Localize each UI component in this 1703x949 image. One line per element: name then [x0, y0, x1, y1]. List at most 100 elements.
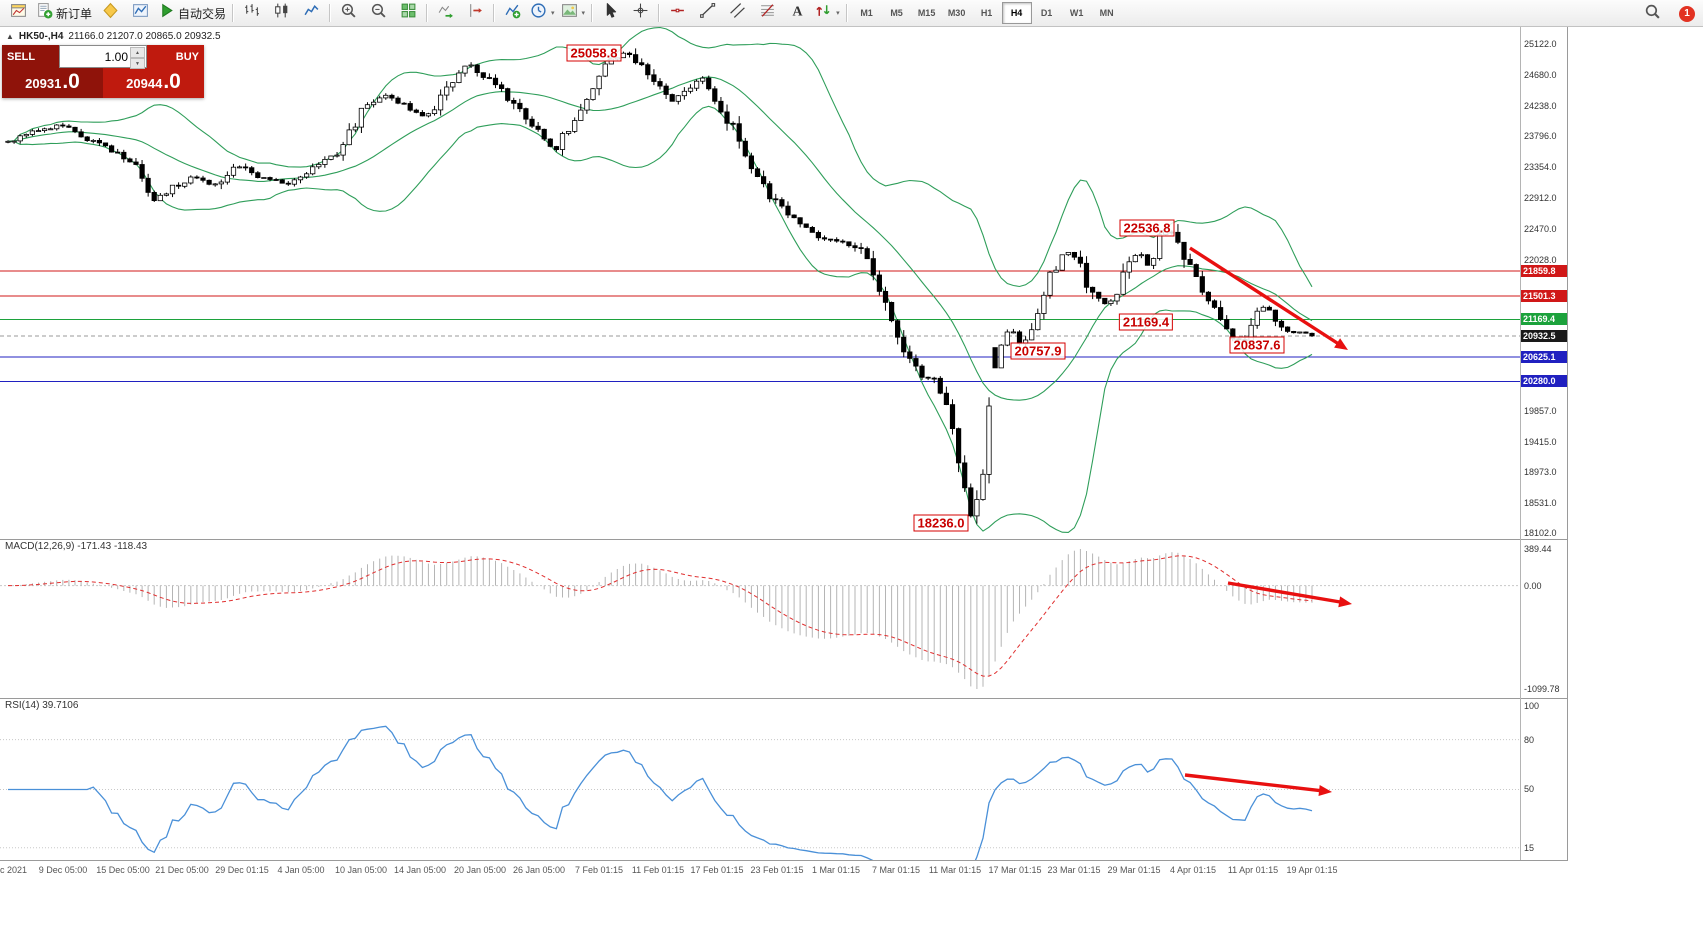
time-axis[interactable]: 3 Dec 2021 9 Dec 05:00 15 Dec 05:00 21 Dec … [0, 860, 1568, 881]
price-axis-label: 25122.0 [1524, 39, 1557, 49]
timeframe-m30-button[interactable]: M30 [947, 8, 966, 18]
auto-scroll-button[interactable] [430, 1, 460, 25]
timeframe-d1-button[interactable]: D1 [1040, 8, 1053, 18]
chart-window-icon [10, 2, 27, 24]
price-annotation[interactable]: 18236.0 [913, 514, 969, 532]
channel-button[interactable] [722, 1, 752, 25]
price-annotation[interactable]: 25058.8 [566, 44, 622, 62]
time-axis-label: 9 Dec 05:00 [38, 865, 88, 875]
timeframe-m1-button[interactable]: M1 [860, 8, 873, 18]
new-order-button-label: 新订单 [56, 6, 93, 21]
linechart-icon [303, 2, 320, 24]
trend-arrow-rsi[interactable] [1184, 773, 1332, 796]
price-axis-label: 24680.0 [1524, 70, 1557, 80]
sell-price-frac: .0 [62, 70, 80, 93]
trend-arrow-main[interactable] [1189, 246, 1348, 350]
notification-badge[interactable]: 1 [1679, 5, 1695, 22]
macd-axis-label: -1099.78 [1524, 684, 1560, 694]
buy-price[interactable]: 20944.0 [103, 68, 204, 98]
toolbar-separator [658, 4, 660, 22]
time-axis-label: 11 Feb 01:15 [631, 865, 685, 875]
bar-chart-button[interactable] [236, 1, 266, 25]
crosshair-button[interactable] [625, 1, 655, 25]
volume-decrease-button[interactable]: ▼ [130, 58, 145, 69]
candlestick-chart-button[interactable] [266, 1, 296, 25]
price-axis[interactable]: 25122.0 24680.0 24238.0 23796.0 23354.0 22912… [1520, 27, 1568, 860]
timeframe-m5-button[interactable]: M5 [890, 8, 903, 18]
market-watch-button[interactable] [125, 1, 155, 25]
svg-text:A: A [792, 3, 802, 18]
trendline-button[interactable] [692, 1, 722, 25]
price-axis-label: 18102.0 [1524, 528, 1557, 538]
dropdown-caret-icon: ▾ [581, 10, 586, 17]
periods-button[interactable]: ▾ [527, 1, 558, 25]
new-chart-button[interactable] [3, 1, 33, 25]
price-axis-label: 23354.0 [1524, 162, 1557, 172]
search-button[interactable] [1637, 2, 1667, 26]
candles-icon [273, 2, 290, 24]
timeframe-w1-button[interactable]: W1 [1069, 8, 1084, 18]
template-icon [561, 2, 578, 24]
arrows-button[interactable]: ▾ [812, 1, 843, 25]
time-axis-label: 21 Dec 05:00 [155, 865, 209, 875]
chart-shift-button[interactable] [460, 1, 490, 25]
autoscroll-icon [437, 2, 454, 24]
cursor-button[interactable] [595, 1, 625, 25]
price-tag: 20932.5 [1521, 330, 1567, 342]
volume-input[interactable] [60, 48, 130, 65]
search-icon [1644, 3, 1661, 25]
price-axis-label: 22028.0 [1524, 255, 1557, 265]
toolbar-items: 新订单 自动交易 ▾ ▾ A ▾ M1 M5 M15 M30 H1 H4 D1 W1 MN [3, 0, 1122, 26]
price-axis-label: 18531.0 [1524, 498, 1557, 508]
time-axis-label: 17 Feb 01:15 [690, 865, 744, 875]
autotrading-button[interactable]: 自动交易 [155, 1, 229, 25]
volume-increase-button[interactable]: ▲ [130, 47, 145, 58]
price-annotation[interactable]: 22536.8 [1119, 219, 1175, 237]
time-axis-label: 29 Dec 01:15 [215, 865, 269, 875]
one-click-collapse-icon[interactable]: ▲ [6, 32, 14, 41]
price-axis-label: 18973.0 [1524, 467, 1557, 477]
symbol-info: ▲ HK50-,H4 21166.0 21207.0 20865.0 20932… [6, 31, 221, 42]
line-chart-button[interactable] [296, 1, 326, 25]
toolbar-separator [591, 4, 593, 22]
timeframe-group: M1 M5 M15 M30 H1 H4 D1 W1 MN [852, 2, 1122, 24]
zoom-in-button[interactable] [333, 1, 363, 25]
price-annotation[interactable]: 20757.9 [1010, 342, 1066, 360]
text-label-button[interactable]: A [782, 1, 812, 25]
time-axis-label: 3 Dec 2021 [0, 865, 28, 875]
horizontal-line-button[interactable] [662, 1, 692, 25]
macd-label: MACD(12,26,9) -171.43 -118.43 [5, 541, 148, 552]
fibo-icon [759, 2, 776, 24]
buy-button[interactable]: BUY [147, 45, 204, 68]
templates-button[interactable]: ▾ [558, 1, 589, 25]
rsi-axis-label: 80 [1524, 735, 1535, 745]
price-axis-label: 22470.0 [1524, 224, 1557, 234]
sell-button[interactable]: SELL [2, 45, 59, 68]
timeframe-h4-button[interactable]: H4 [1001, 2, 1032, 24]
price-axis-label: 19415.0 [1524, 437, 1557, 447]
fibonacci-button[interactable] [752, 1, 782, 25]
sell-price[interactable]: 20931.0 [2, 68, 103, 98]
price-tag: 20280.0 [1521, 375, 1567, 387]
metaquotes-button[interactable] [95, 1, 125, 25]
time-axis-label: 11 Mar 01:15 [928, 865, 982, 875]
price-axis-label: 23796.0 [1524, 131, 1557, 141]
price-annotation[interactable]: 20837.6 [1229, 336, 1285, 354]
new-order-button[interactable]: 新订单 [33, 1, 95, 25]
autotrade-play-icon [158, 2, 175, 24]
macd-axis-label: 0.00 [1524, 581, 1542, 591]
macd-signal-line [8, 555, 1313, 677]
chart-plot[interactable] [0, 27, 1568, 880]
time-axis-label: 4 Apr 01:15 [1169, 865, 1217, 875]
timeframe-h1-button[interactable]: H1 [980, 8, 993, 18]
timeframe-mn-button[interactable]: MN [1099, 8, 1114, 18]
zoom-out-button[interactable] [363, 1, 393, 25]
time-axis-label: 23 Feb 01:15 [750, 865, 804, 875]
price-annotation[interactable]: 21169.4 [1118, 313, 1174, 331]
trend-arrow-macd[interactable] [1227, 581, 1352, 608]
tile-windows-button[interactable] [393, 1, 423, 25]
timeframe-m15-button[interactable]: M15 [917, 8, 936, 18]
indicators-button[interactable] [497, 1, 527, 25]
toolbar-right: 1 [1637, 0, 1695, 27]
autotrading-button-label: 自动交易 [178, 6, 227, 21]
